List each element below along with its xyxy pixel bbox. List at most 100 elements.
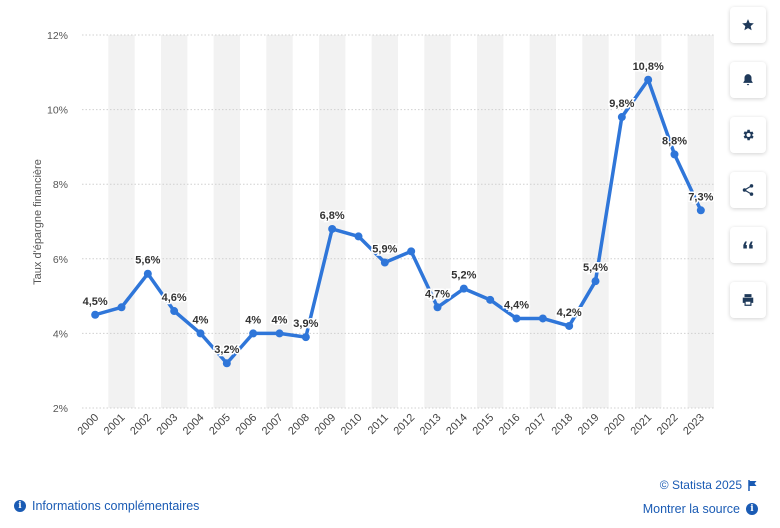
column-band xyxy=(213,35,240,408)
data-label: 9,8% xyxy=(609,98,634,110)
column-band xyxy=(266,35,293,408)
settings-button[interactable] xyxy=(730,117,766,153)
data-point[interactable] xyxy=(591,277,600,286)
data-point[interactable] xyxy=(538,314,547,323)
x-tick-label: 2022 xyxy=(655,412,681,438)
more-info-link[interactable]: i Informations complémentaires xyxy=(14,499,199,513)
x-tick-label: 2006 xyxy=(233,412,259,438)
data-point[interactable] xyxy=(670,150,679,159)
quote-icon xyxy=(743,241,753,249)
favorite-button[interactable] xyxy=(730,7,766,43)
data-label: 4,2% xyxy=(557,307,582,319)
toolbar xyxy=(730,7,768,337)
data-point[interactable] xyxy=(486,295,495,304)
x-tick-label: 2015 xyxy=(470,412,496,438)
x-tick-label: 2017 xyxy=(523,412,549,438)
data-point[interactable] xyxy=(117,303,126,312)
data-point[interactable] xyxy=(459,284,468,293)
x-tick-label: 2014 xyxy=(444,412,470,438)
cite-button[interactable] xyxy=(730,227,766,263)
column-band xyxy=(635,35,662,408)
data-label: 3,2% xyxy=(214,344,239,356)
column-band xyxy=(424,35,451,408)
data-label: 5,6% xyxy=(135,255,160,267)
y-tick-label: 6% xyxy=(53,254,68,266)
data-point[interactable] xyxy=(301,333,310,342)
data-point[interactable] xyxy=(222,359,231,368)
x-tick-label: 2021 xyxy=(628,412,654,438)
x-tick-label: 2016 xyxy=(497,412,523,438)
data-label: 4% xyxy=(272,314,288,326)
data-point[interactable] xyxy=(249,329,258,338)
data-label: 7,3% xyxy=(688,191,713,203)
series-line xyxy=(93,78,703,365)
x-tick-label: 2010 xyxy=(339,412,365,438)
print-icon xyxy=(742,294,754,306)
share-icon xyxy=(742,184,754,196)
data-point[interactable] xyxy=(91,310,100,319)
data-point[interactable] xyxy=(328,224,337,233)
x-tick-label: 2002 xyxy=(128,412,154,438)
x-tick-label: 2003 xyxy=(154,412,180,438)
line-chart: 2% 4% 6% 8% 10% 12% Taux d'épargne financière… xyxy=(32,30,715,438)
column-band xyxy=(371,35,398,408)
data-label: 3,9% xyxy=(293,318,318,330)
data-point[interactable] xyxy=(433,303,442,312)
data-label: 4% xyxy=(193,314,209,326)
column-band xyxy=(161,35,188,408)
x-tick-label: 2018 xyxy=(549,412,575,438)
credits-text: © Statista 2025 xyxy=(659,478,742,492)
data-point[interactable] xyxy=(617,113,626,122)
data-point[interactable] xyxy=(565,321,574,330)
share-button[interactable] xyxy=(730,172,766,208)
info-icon: i xyxy=(746,503,758,515)
data-point[interactable] xyxy=(170,307,179,316)
star-icon xyxy=(742,19,754,31)
data-point[interactable] xyxy=(644,75,653,84)
data-point[interactable] xyxy=(512,314,521,323)
data-point[interactable] xyxy=(407,247,416,256)
print-button[interactable] xyxy=(730,282,766,318)
x-tick-label: 2004 xyxy=(181,412,207,438)
x-tick-label: 2011 xyxy=(366,412,391,437)
column-band xyxy=(108,35,135,408)
data-label: 4% xyxy=(245,314,261,326)
data-point[interactable] xyxy=(696,206,705,215)
data-label: 5,4% xyxy=(583,262,608,274)
data-label: 4,6% xyxy=(162,292,187,304)
data-point[interactable] xyxy=(275,329,284,338)
more-info-label: Informations complémentaires xyxy=(32,499,200,513)
x-tick-label: 2013 xyxy=(418,412,444,438)
data-label: 5,9% xyxy=(372,244,397,256)
x-tick-label: 2023 xyxy=(681,412,707,438)
y-tick-label: 4% xyxy=(53,328,68,340)
column-band xyxy=(477,35,504,408)
x-tick-label: 2005 xyxy=(207,412,233,438)
y-axis-label: Taux d'épargne financière xyxy=(32,159,44,285)
column-band xyxy=(319,35,346,408)
x-tick-label: 2012 xyxy=(391,412,417,438)
data-point[interactable] xyxy=(143,269,152,278)
data-label: 8,8% xyxy=(662,135,687,147)
show-source-link[interactable]: Montrer la source i xyxy=(643,502,758,516)
statista-credits[interactable]: © Statista 2025 xyxy=(660,478,758,492)
y-tick-label: 12% xyxy=(47,30,68,42)
show-source-label: Montrer la source xyxy=(642,502,740,516)
column-band xyxy=(529,35,556,408)
notification-button[interactable] xyxy=(730,62,766,98)
data-label: 4,7% xyxy=(425,288,450,300)
x-tick-label: 2000 xyxy=(75,412,101,438)
y-tick-label: 10% xyxy=(47,105,68,117)
x-tick-label: 2020 xyxy=(602,412,628,438)
data-label: 10,8% xyxy=(633,61,664,73)
data-label: 5,2% xyxy=(451,270,476,282)
x-tick-label: 2001 xyxy=(102,412,128,438)
data-label: 6,8% xyxy=(320,210,345,222)
data-point[interactable] xyxy=(380,258,389,267)
data-point[interactable] xyxy=(196,329,205,338)
y-tick-label: 8% xyxy=(53,179,68,191)
data-label: 4,5% xyxy=(83,296,108,308)
data-label: 4,4% xyxy=(504,299,529,311)
info-icon: i xyxy=(14,500,26,512)
data-point[interactable] xyxy=(354,232,363,241)
